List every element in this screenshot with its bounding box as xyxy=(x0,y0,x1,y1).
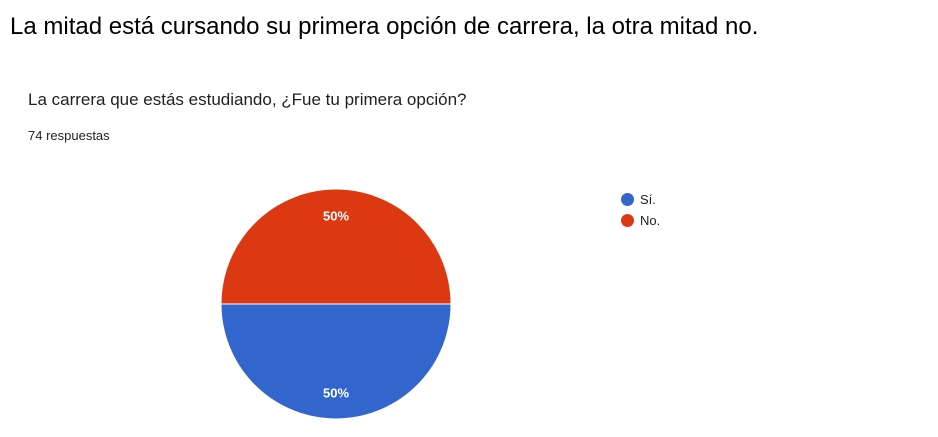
chart-legend: Sí. No. xyxy=(621,189,660,231)
slice-label-no: 50% xyxy=(323,208,349,223)
slice-si[interactable] xyxy=(220,303,452,420)
legend-item-si[interactable]: Sí. xyxy=(621,189,660,210)
legend-swatch-no xyxy=(621,214,634,227)
slice-label-si: 50% xyxy=(323,386,349,401)
slice-no[interactable] xyxy=(220,188,452,305)
legend-label-si: Sí. xyxy=(640,192,656,207)
response-count: 74 respuestas xyxy=(28,128,110,143)
caption-text: La mitad está cursando su primera opción… xyxy=(10,13,759,40)
legend-item-no[interactable]: No. xyxy=(621,210,660,231)
legend-swatch-si xyxy=(621,193,634,206)
legend-label-no: No. xyxy=(640,213,661,228)
question-title: La carrera que estás estudiando, ¿Fue tu… xyxy=(28,90,467,109)
